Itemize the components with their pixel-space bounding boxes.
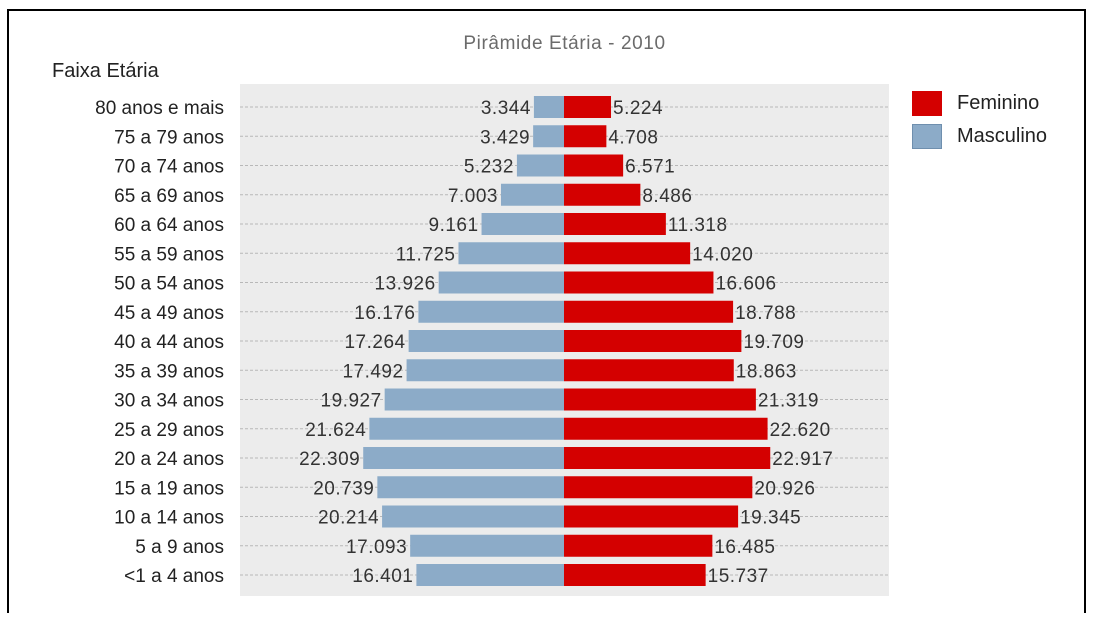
category-label: 50 a 54 anos xyxy=(114,274,224,295)
bar-masculino xyxy=(458,242,564,265)
legend-item-feminino[interactable]: Feminino xyxy=(912,87,1047,120)
bar-feminino xyxy=(564,154,624,177)
data-label-masculino: 11.725 xyxy=(396,244,456,265)
bar-masculino xyxy=(406,359,564,382)
legend-item-masculino[interactable]: Masculino xyxy=(912,120,1047,153)
bar-feminino xyxy=(564,388,756,411)
data-label-feminino: 15.737 xyxy=(708,566,769,587)
bar-feminino xyxy=(564,125,607,148)
data-label-masculino: 3.344 xyxy=(481,98,531,119)
category-label: 30 a 34 anos xyxy=(114,391,224,412)
data-label-masculino: 20.739 xyxy=(313,478,374,499)
bar-feminino xyxy=(564,476,753,499)
data-label-feminino: 16.485 xyxy=(714,537,775,558)
bar-masculino xyxy=(533,125,564,148)
data-label-feminino: 20.926 xyxy=(754,478,815,499)
bar-masculino xyxy=(384,388,564,411)
data-label-masculino: 20.214 xyxy=(318,508,379,529)
legend-label-feminino: Feminino xyxy=(957,92,1040,114)
data-label-feminino: 5.224 xyxy=(613,98,663,119)
data-label-feminino: 11.318 xyxy=(668,215,728,236)
category-label: 10 a 14 anos xyxy=(114,508,224,529)
data-label-masculino: 9.161 xyxy=(429,215,479,236)
data-label-masculino: 7.003 xyxy=(448,186,498,207)
chart-title: Pirâmide Etária - 2010 xyxy=(463,33,666,54)
bar-masculino xyxy=(410,534,564,557)
bar-masculino xyxy=(481,213,564,235)
bar-masculino xyxy=(418,300,564,323)
category-label: <1 a 4 anos xyxy=(124,566,224,587)
category-label: 35 a 39 anos xyxy=(114,361,224,382)
category-label: 55 a 59 anos xyxy=(114,244,224,265)
bar-feminino xyxy=(564,330,742,352)
bar-masculino xyxy=(382,505,564,528)
bar-masculino xyxy=(363,447,564,469)
bar-feminino xyxy=(564,447,771,469)
data-label-feminino: 22.917 xyxy=(772,449,833,470)
data-label-feminino: 21.319 xyxy=(758,391,819,412)
category-label: 15 a 19 anos xyxy=(114,478,224,499)
category-label: 75 a 79 anos xyxy=(114,127,224,148)
category-label: 45 a 49 anos xyxy=(114,303,224,324)
bar-masculino xyxy=(438,271,564,294)
data-label-masculino: 19.927 xyxy=(321,391,382,412)
category-label: 40 a 44 anos xyxy=(114,332,224,353)
data-label-feminino: 18.788 xyxy=(735,303,796,324)
data-label-feminino: 18.863 xyxy=(736,361,797,382)
bar-feminino xyxy=(564,359,734,382)
bar-feminino xyxy=(564,96,612,118)
data-label-masculino: 21.624 xyxy=(305,420,366,441)
bar-masculino xyxy=(533,96,564,118)
data-label-masculino: 13.926 xyxy=(375,274,436,295)
bar-masculino xyxy=(416,564,564,586)
data-label-feminino: 6.571 xyxy=(625,157,675,178)
bar-masculino xyxy=(377,476,564,499)
bar-masculino xyxy=(369,417,564,440)
data-label-masculino: 5.232 xyxy=(464,157,514,178)
data-label-masculino: 3.429 xyxy=(480,127,530,148)
data-label-masculino: 17.492 xyxy=(342,361,403,382)
legend-swatch-feminino xyxy=(912,91,942,116)
bar-feminino xyxy=(564,271,714,294)
data-label-masculino: 17.093 xyxy=(346,537,407,558)
data-label-feminino: 14.020 xyxy=(692,244,753,265)
legend-swatch-masculino xyxy=(912,124,942,149)
bar-masculino xyxy=(516,154,564,177)
y-axis-title: Faixa Etária xyxy=(52,60,159,82)
category-label: 80 anos e mais xyxy=(95,98,224,119)
bar-feminino xyxy=(564,505,739,528)
data-label-masculino: 16.176 xyxy=(354,303,415,324)
data-label-feminino: 19.709 xyxy=(743,332,804,353)
category-label: 5 a 9 anos xyxy=(135,537,224,558)
category-label: 20 a 24 anos xyxy=(114,449,224,470)
bar-feminino xyxy=(564,213,666,235)
data-label-feminino: 8.486 xyxy=(642,186,692,207)
category-label: 70 a 74 anos xyxy=(114,157,224,178)
bar-feminino xyxy=(564,534,713,557)
data-label-feminino: 16.606 xyxy=(715,274,776,295)
bar-masculino xyxy=(500,183,564,206)
bar-feminino xyxy=(564,183,641,206)
bar-feminino xyxy=(564,564,706,586)
bar-feminino xyxy=(564,300,734,323)
category-label: 65 a 69 anos xyxy=(114,186,224,207)
data-label-masculino: 16.401 xyxy=(352,566,413,587)
data-label-feminino: 22.620 xyxy=(770,420,831,441)
category-label: 25 a 29 anos xyxy=(114,420,224,441)
bar-feminino xyxy=(564,242,691,265)
data-label-masculino: 17.264 xyxy=(344,332,405,353)
data-label-masculino: 22.309 xyxy=(299,449,360,470)
bar-masculino xyxy=(408,330,564,352)
bar-feminino xyxy=(564,417,768,440)
legend-label-masculino: Masculino xyxy=(957,125,1048,147)
category-label: 60 a 64 anos xyxy=(114,215,224,236)
data-label-feminino: 19.345 xyxy=(740,508,801,529)
legend: Feminino Masculino xyxy=(912,87,1047,153)
data-label-feminino: 4.708 xyxy=(608,127,658,148)
